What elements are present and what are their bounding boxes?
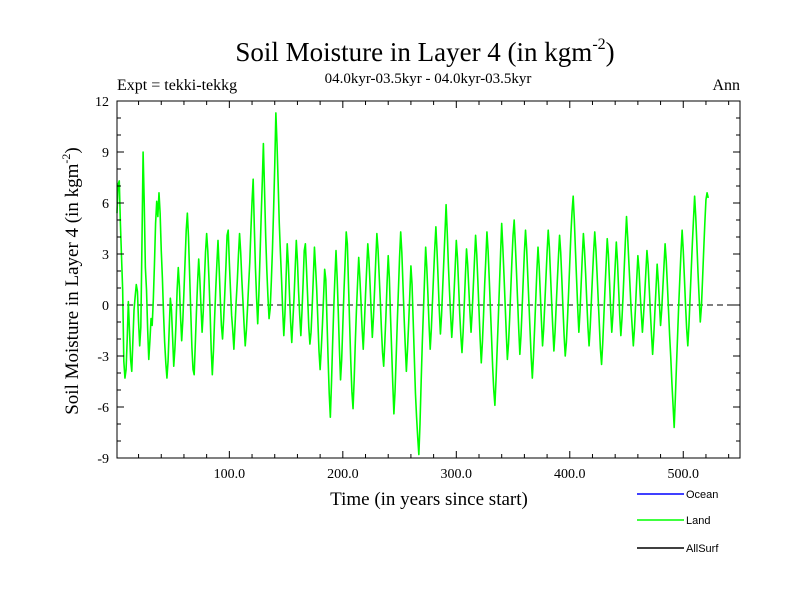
y-tick-label: 12: [95, 95, 109, 110]
legend: Ocean Land AllSurf: [637, 489, 719, 555]
legend-label-allsurf: AllSurf: [686, 543, 719, 555]
plot-frame: [116, 100, 741, 459]
x-tick-label: 300.0: [441, 467, 473, 482]
y-axis-label: Soil Moisture in Layer 4 (in kgm-2): [59, 147, 83, 415]
legend-label-ocean: Ocean: [686, 489, 718, 501]
series-group: [116, 112, 710, 456]
y-tick-label: -9: [97, 452, 109, 467]
series-line-land: [116, 112, 710, 456]
y-tick-label: 6: [102, 197, 109, 212]
y-tick-label: 3: [102, 248, 109, 263]
y-tick-label: -3: [97, 350, 109, 365]
y-tick-label: -6: [97, 401, 109, 416]
x-tick-label: 100.0: [214, 467, 246, 482]
y-tick-label: 0: [102, 299, 109, 314]
plot-background: [117, 101, 740, 458]
x-tick-label: 500.0: [668, 467, 700, 482]
x-tick-label: 200.0: [327, 467, 359, 482]
x-tick-label: 400.0: [554, 467, 586, 482]
plot-area: [117, 101, 740, 458]
y-tick-label: 9: [102, 146, 109, 161]
season-label: Ann: [712, 77, 740, 94]
axes: -9 -6 -3 0 3 6 9 12 100.0 200.0 300.0 400.0 500.0: [95, 95, 741, 482]
legend-label-land: Land: [686, 515, 710, 527]
expt-label: Expt = tekki-tekkg: [117, 77, 237, 94]
x-axis-label: Time (in years since start): [330, 489, 528, 510]
chart-subtitle: 04.0kyr-03.5kyr - 04.0kyr-03.5kyr: [325, 71, 532, 87]
chart-title: Soil Moisture in Layer 4 (in kgm-2): [235, 36, 614, 67]
